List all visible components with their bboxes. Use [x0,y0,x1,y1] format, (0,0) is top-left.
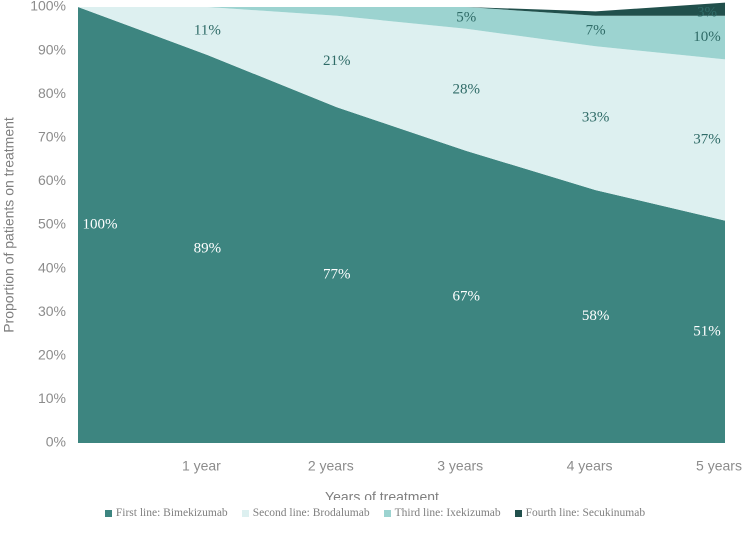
x-tick-label: 2 years [308,458,354,474]
area [78,7,725,60]
y-tick-label: 60% [38,172,66,188]
data-label: 37% [693,131,721,147]
area [78,7,725,221]
legend-swatch [514,509,522,517]
data-label: 10% [693,29,721,45]
y-tick-label: 10% [38,390,66,406]
y-tick-label: 20% [38,347,66,363]
x-tick-label: 4 years [567,458,613,474]
legend-swatch [241,509,249,517]
data-label: 21% [323,53,351,69]
x-tick-label: 1 year [182,458,221,474]
y-tick-label: 100% [30,0,66,14]
data-label: 33% [582,110,610,126]
y-tick-label: 90% [38,41,66,57]
x-tick-label: 3 years [437,458,483,474]
legend-item: First line: Bimekizumab [104,507,228,519]
legend-label: Second line: Brodalumab [252,507,370,519]
data-label: 3% [697,4,717,20]
data-label: 11% [194,22,221,38]
x-axis-title: Years of treatment [325,489,439,500]
area [78,2,725,16]
data-label: 5% [456,9,476,25]
data-label: 67% [452,288,480,304]
x-tick-label: 5 years [696,458,742,474]
data-label: 28% [452,81,480,97]
legend-item: Second line: Brodalumab [241,507,370,519]
y-tick-label: 80% [38,85,66,101]
data-label: 89% [194,240,222,256]
y-tick-label: 40% [38,259,66,275]
chart: Years of treatment Proportion of patient… [1,0,742,505]
data-label: 100% [83,216,118,232]
data-label: 51% [693,323,721,339]
legend-label: Fourth line: Secukinumab [525,507,646,519]
legend-swatch [383,509,391,517]
data-label: 7% [586,22,606,38]
data-label: 58% [582,308,610,324]
y-tick-label: 50% [38,216,66,232]
area [78,7,725,443]
legend-label: First line: Bimekizumab [115,507,228,519]
legend-swatch [104,509,112,517]
legend-label: Third line: Ixekizumab [394,507,501,519]
data-label: 77% [323,267,351,283]
y-tick-label: 70% [38,129,66,145]
y-tick-label: 0% [46,434,66,450]
y-tick-label: 30% [38,303,66,319]
legend: First line: Bimekizumab Second line: Brod… [0,507,750,519]
legend-item: Fourth line: Secukinumab [514,507,646,519]
y-axis-title: Proportion of patients on treatment [1,117,17,333]
legend-item: Third line: Ixekizumab [383,507,501,519]
